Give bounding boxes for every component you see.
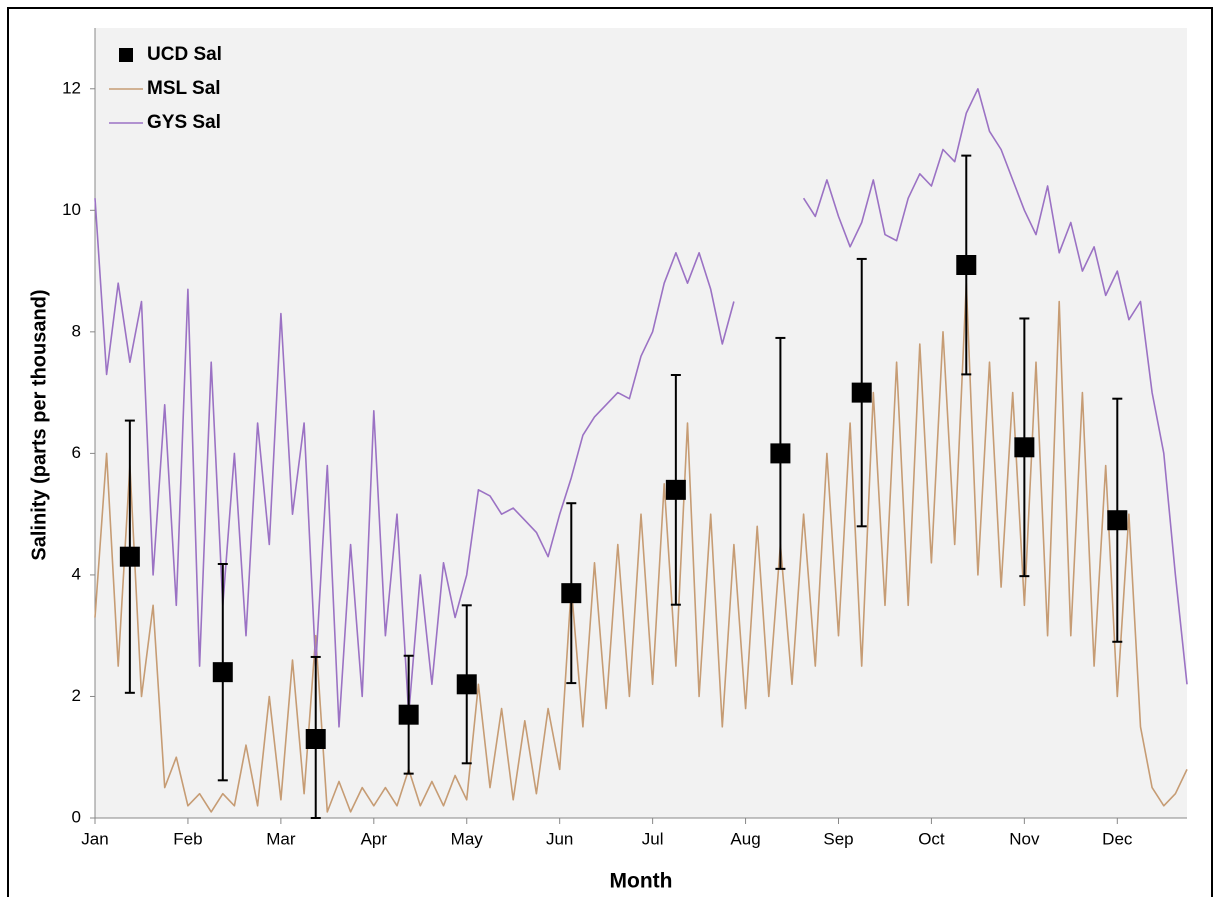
y-tick-label: 12 [62,78,81,97]
plot-area [95,28,1187,818]
marker [851,382,872,403]
y-tick-label: 2 [72,686,81,705]
y-tick-label: 6 [72,443,81,462]
legend-label: GYS Sal [147,112,221,133]
y-tick-label: 10 [62,200,81,219]
marker [561,583,582,604]
x-tick-label: Jul [642,829,664,848]
x-tick-label: Dec [1102,829,1133,848]
x-tick-label: Apr [361,829,388,848]
x-tick-label: Jun [546,829,573,848]
x-tick-label: Sep [823,829,853,848]
legend-marker [119,48,133,62]
marker [119,546,140,567]
x-tick-label: Jan [81,829,108,848]
x-axis-label: Month [610,870,673,893]
y-axis-label: Salinity (parts per thousand) [28,289,50,560]
x-tick-label: Aug [730,829,760,848]
marker [1107,510,1128,531]
x-tick-label: Oct [918,829,945,848]
x-tick-label: Nov [1009,829,1040,848]
legend-label: UCD Sal [147,44,222,65]
marker [305,729,326,749]
y-tick-label: 0 [72,807,81,826]
x-tick-label: May [451,829,484,848]
y-tick-label: 8 [72,321,81,340]
x-tick-label: Mar [266,829,296,848]
legend-label: MSL Sal [147,78,221,99]
marker [770,443,791,464]
marker [456,674,477,695]
marker [212,662,233,683]
y-tick-label: 4 [72,564,81,583]
marker [665,479,686,500]
series-line [94,282,1188,813]
marker [398,704,419,725]
series-line [94,88,1188,728]
marker [1014,437,1035,458]
marker [956,255,977,275]
x-tick-label: Feb [173,829,202,848]
